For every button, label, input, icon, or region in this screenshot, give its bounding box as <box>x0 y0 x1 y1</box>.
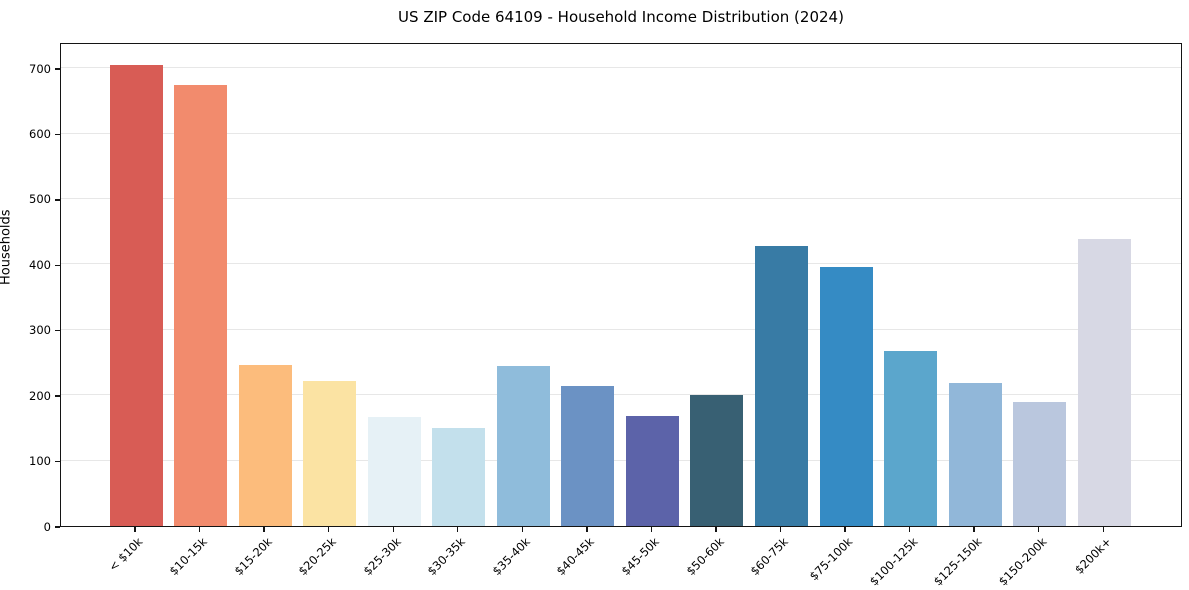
bar-$30-35k <box>432 427 486 526</box>
x-tick-mark-$200k+ <box>1102 527 1104 532</box>
bar-$60-75k <box>755 246 808 526</box>
bar-< $10k <box>109 64 163 526</box>
x-tick-mark-$40-45k <box>586 527 588 532</box>
y-tick-mark-200 <box>55 395 60 397</box>
bar-$45-50k <box>625 416 679 526</box>
x-tick-label-$100-125k: $100-125k <box>866 534 921 589</box>
x-tick-label-$150-200k: $150-200k <box>995 534 1050 589</box>
y-axis-label: Households <box>0 209 14 285</box>
x-tick-label-$25-30k: $25-30k <box>360 534 404 579</box>
bar-$200k+ <box>1077 238 1131 526</box>
bar-$15-20k <box>238 365 292 526</box>
y-tick-mark-300 <box>55 330 60 332</box>
plot-area <box>60 43 1182 527</box>
x-tick-mark-$100-125k <box>908 527 911 532</box>
y-tick-mark-700 <box>55 68 60 70</box>
bar-$20-25k <box>303 381 357 526</box>
y-tick-mark-500 <box>55 199 60 201</box>
y-tick-label-400: 400 <box>29 257 51 272</box>
bar-$125-150k <box>948 382 1002 526</box>
bar-$10-15k <box>174 84 228 526</box>
x-tick-mark-$10-15k <box>198 527 201 532</box>
x-tick-mark-$20-25k <box>327 527 330 532</box>
y-tick-label-100: 100 <box>29 454 51 469</box>
bar-$40-45k <box>561 386 615 526</box>
y-tick-label-600: 600 <box>29 127 51 142</box>
gridline-y100 <box>61 459 1181 461</box>
bar-$150-200k <box>1013 401 1067 526</box>
y-tick-label-700: 700 <box>29 61 51 76</box>
y-tick-label-300: 300 <box>29 323 51 338</box>
x-tick-mark-$125-150k <box>973 527 975 532</box>
x-tick-label-$60-75k: $60-75k <box>747 534 791 579</box>
bar-$35-40k <box>496 366 550 526</box>
bar-$100-125k <box>884 350 938 526</box>
x-tick-label-$125-150k: $125-150k <box>930 534 985 589</box>
x-tick-mark-$35-40k <box>521 527 523 532</box>
x-tick-label-< $10k: < $10k <box>105 534 146 575</box>
x-tick-label-$10-15k: $10-15k <box>166 534 211 579</box>
gridline-y500 <box>61 197 1181 199</box>
x-tick-label-$35-40k: $35-40k <box>489 534 533 579</box>
gridline-y200 <box>61 394 1181 396</box>
x-tick-label-$200k+: $200k+ <box>1071 534 1114 577</box>
y-tick-mark-0 <box>55 526 60 528</box>
x-tick-mark-$60-75k <box>779 527 782 532</box>
x-tick-label-$50-60k: $50-60k <box>683 534 727 579</box>
x-tick-mark-$45-50k <box>650 527 653 532</box>
gridline-y300 <box>61 328 1181 330</box>
x-tick-mark-$75-100k <box>844 527 846 532</box>
x-tick-mark-$25-30k <box>392 527 394 532</box>
bar-$75-100k <box>819 267 873 526</box>
gridline-y600 <box>61 132 1181 134</box>
x-tick-label-$15-20k: $15-20k <box>231 534 275 579</box>
x-tick-mark-$50-60k <box>715 527 717 532</box>
y-tick-mark-600 <box>55 133 60 136</box>
gridline-y400 <box>61 263 1181 265</box>
x-tick-mark-$30-35k <box>457 527 459 532</box>
y-tick-label-0: 0 <box>43 519 51 534</box>
x-tick-label-$45-50k: $45-50k <box>618 534 662 579</box>
x-tick-mark-$15-20k <box>263 527 265 532</box>
y-tick-mark-400 <box>55 264 60 267</box>
chart-title: US ZIP Code 64109 - Household Income Dis… <box>398 8 844 26</box>
y-tick-mark-100 <box>55 460 60 463</box>
x-tick-label-$75-100k: $75-100k <box>806 534 856 584</box>
x-tick-label-$20-25k: $20-25k <box>295 534 340 579</box>
x-tick-label-$30-35k: $30-35k <box>424 534 469 579</box>
y-tick-label-500: 500 <box>29 192 51 207</box>
bar-$25-30k <box>367 417 421 526</box>
x-tick-mark-$150-200k <box>1038 527 1040 532</box>
bar-$50-60k <box>690 394 744 526</box>
y-tick-label-200: 200 <box>29 388 51 403</box>
x-tick-label-$40-45k: $40-45k <box>553 534 598 579</box>
x-tick-mark-< $10k <box>134 527 136 532</box>
gridline-y700 <box>61 67 1181 69</box>
